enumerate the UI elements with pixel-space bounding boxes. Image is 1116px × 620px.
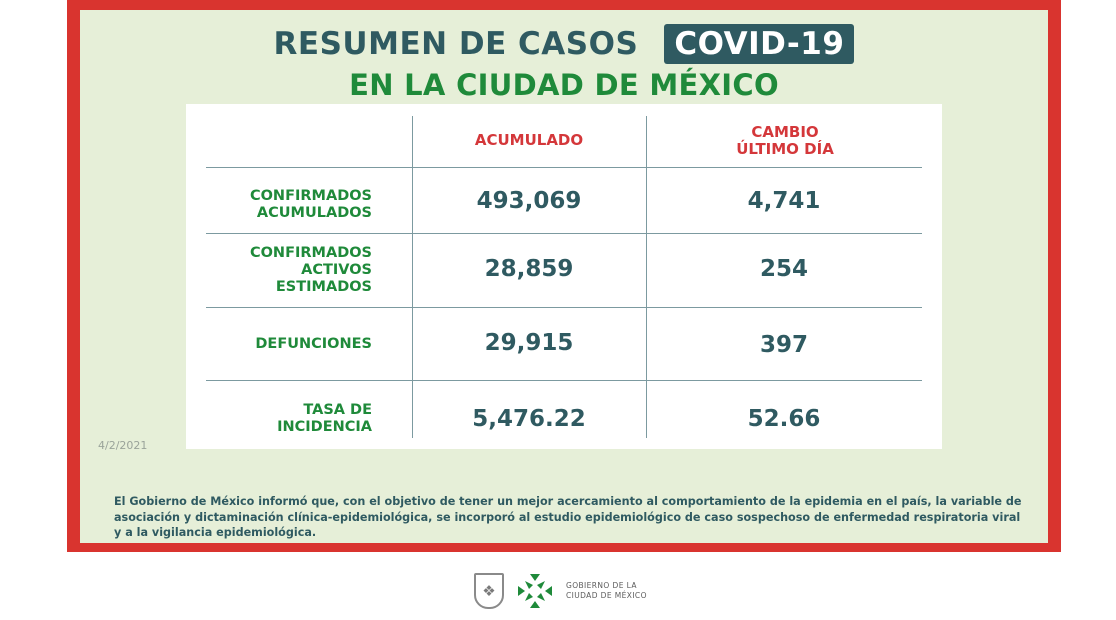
- infographic-panel: RESUMEN DE CASOS COVID-19 EN LA CIUDAD D…: [80, 10, 1048, 543]
- coat-of-arms-icon: ❖: [474, 573, 504, 609]
- table-divider: [412, 116, 413, 438]
- value-cambio: 254: [759, 256, 808, 282]
- summary-table: ACUMULADO CAMBIO ÚLTIMO DÍA CONFIRMADOS …: [186, 104, 942, 449]
- title-row: RESUMEN DE CASOS COVID-19: [80, 24, 1048, 64]
- footer-logos: ❖ GOBIERNO DE LA CIUDAD DE MÉXICO: [474, 572, 647, 610]
- value-cambio: 4,741: [747, 188, 821, 214]
- page-subtitle: EN LA CIUDAD DE MÉXICO: [349, 68, 779, 102]
- value-cambio: 52.66: [747, 406, 821, 432]
- gov-line-2: CIUDAD DE MÉXICO: [566, 591, 647, 600]
- value-acumulado: 28,859: [484, 256, 574, 282]
- row-label-confirmados-acumulados: CONFIRMADOS ACUMULADOS: [249, 188, 372, 221]
- gobierno-cdmx-logo-text: GOBIERNO DE LA CIUDAD DE MÉXICO: [566, 581, 647, 601]
- footnote-text: El Gobierno de México informó que, con e…: [114, 495, 1022, 539]
- table-divider: [206, 233, 922, 234]
- value-cambio: 397: [759, 332, 808, 358]
- table-divider: [646, 116, 647, 438]
- table-divider: [206, 380, 922, 381]
- report-date: 4/2/2021: [98, 439, 148, 452]
- row-label-defunciones: DEFUNCIONES: [255, 336, 372, 352]
- value-acumulado: 493,069: [476, 188, 582, 214]
- cdmx-logo-icon: [518, 574, 552, 608]
- column-header-acumulado: ACUMULADO: [474, 131, 584, 149]
- column-header-cambio: CAMBIO ÚLTIMO DÍA: [736, 123, 834, 158]
- table-divider: [206, 167, 922, 168]
- row-label-confirmados-activos: CONFIRMADOS ACTIVOS ESTIMADOS: [249, 245, 372, 295]
- value-acumulado: 5,476.22: [472, 406, 586, 432]
- value-acumulado: 29,915: [484, 330, 574, 356]
- covid-badge: COVID-19: [664, 24, 855, 64]
- table-divider: [206, 307, 922, 308]
- page-title: RESUMEN DE CASOS: [273, 26, 639, 62]
- gov-line-1: GOBIERNO DE LA: [566, 581, 637, 590]
- row-label-tasa-incidencia: TASA DE INCIDENCIA: [277, 402, 372, 435]
